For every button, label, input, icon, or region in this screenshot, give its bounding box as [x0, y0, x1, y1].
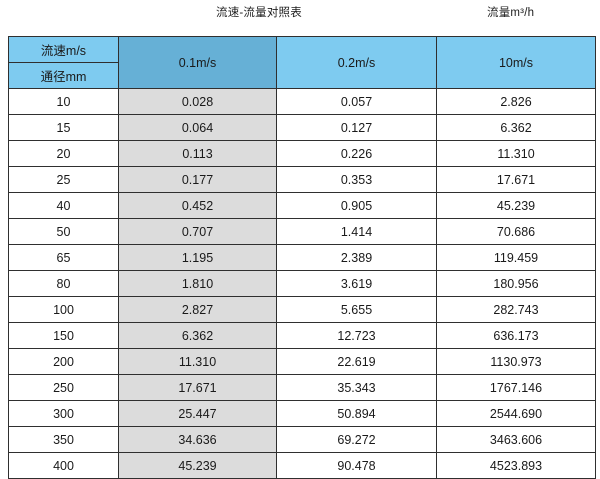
corner-header-velocity: 流速m/s	[8, 36, 119, 63]
cell-nominal-diameter: 250	[8, 374, 119, 401]
cell-flow-0.2ms: 69.272	[276, 426, 437, 453]
cell-flow-0.1ms: 0.113	[118, 140, 277, 167]
table-row: 250 17.671 35.343 1767.146	[8, 374, 596, 401]
cell-nominal-diameter: 65	[8, 244, 119, 271]
cell-flow-0.1ms: 0.064	[118, 114, 277, 141]
column-header-2[interactable]: 10m/s	[436, 36, 596, 89]
cell-flow-10ms: 6.362	[436, 114, 596, 141]
cell-flow-0.1ms: 0.177	[118, 166, 277, 193]
cell-flow-10ms: 1130.973	[436, 348, 596, 375]
cell-flow-10ms: 17.671	[436, 166, 596, 193]
cell-nominal-diameter: 15	[8, 114, 119, 141]
cell-flow-0.2ms: 0.057	[276, 88, 437, 115]
cell-nominal-diameter: 80	[8, 270, 119, 297]
cell-flow-0.1ms: 25.447	[118, 400, 277, 427]
cell-nominal-diameter: 350	[8, 426, 119, 453]
cell-flow-0.2ms: 35.343	[276, 374, 437, 401]
column-header-0[interactable]: 0.1m/s	[118, 36, 277, 89]
cell-flow-0.2ms: 5.655	[276, 296, 437, 323]
cell-flow-0.2ms: 1.414	[276, 218, 437, 245]
cell-nominal-diameter: 200	[8, 348, 119, 375]
cell-flow-0.1ms: 11.310	[118, 348, 277, 375]
table-row: 150 6.362 12.723 636.173	[8, 322, 596, 349]
cell-flow-10ms: 3463.606	[436, 426, 596, 453]
cell-flow-0.1ms: 2.827	[118, 296, 277, 323]
cell-nominal-diameter: 50	[8, 218, 119, 245]
cell-nominal-diameter: 25	[8, 166, 119, 193]
cell-flow-0.2ms: 3.619	[276, 270, 437, 297]
cell-flow-10ms: 45.239	[436, 192, 596, 219]
cell-flow-0.1ms: 0.707	[118, 218, 277, 245]
cell-flow-0.2ms: 0.905	[276, 192, 437, 219]
table-row: 40 0.452 0.905 45.239	[8, 192, 596, 219]
cell-flow-10ms: 180.956	[436, 270, 596, 297]
cell-flow-10ms: 636.173	[436, 322, 596, 349]
table-row: 65 1.195 2.389 119.459	[8, 244, 596, 271]
cell-flow-0.2ms: 0.127	[276, 114, 437, 141]
cell-flow-0.1ms: 17.671	[118, 374, 277, 401]
cell-nominal-diameter: 300	[8, 400, 119, 427]
cell-flow-0.2ms: 2.389	[276, 244, 437, 271]
flow-velocity-table: 流速m/s 0.1m/s 0.2m/s 10m/s 通径mm 10 0.028 0.…	[8, 36, 596, 479]
cell-flow-10ms: 119.459	[436, 244, 596, 271]
cell-flow-0.1ms: 0.028	[118, 88, 277, 115]
cell-flow-10ms: 282.743	[436, 296, 596, 323]
cell-flow-0.2ms: 0.353	[276, 166, 437, 193]
header-row-bottom: 通径mm	[8, 62, 596, 89]
cell-flow-0.2ms: 0.226	[276, 140, 437, 167]
cell-flow-0.2ms: 12.723	[276, 322, 437, 349]
cell-nominal-diameter: 20	[8, 140, 119, 167]
flow-table-container: 流速m/s 0.1m/s 0.2m/s 10m/s 通径mm 10 0.028 0.…	[8, 36, 596, 479]
cell-flow-0.1ms: 6.362	[118, 322, 277, 349]
cell-flow-0.2ms: 22.619	[276, 348, 437, 375]
table-row: 80 1.810 3.619 180.956	[8, 270, 596, 297]
corner-header-diameter: 通径mm	[8, 62, 119, 89]
cell-flow-10ms: 70.686	[436, 218, 596, 245]
cell-nominal-diameter: 10	[8, 88, 119, 115]
cell-flow-10ms: 11.310	[436, 140, 596, 167]
table-row: 20 0.113 0.226 11.310	[8, 140, 596, 167]
cell-flow-0.1ms: 0.452	[118, 192, 277, 219]
caption-bar: 流速-流量对照表 流量m³/h	[0, 0, 600, 32]
table-row: 100 2.827 5.655 282.743	[8, 296, 596, 323]
table-row: 10 0.028 0.057 2.826	[8, 88, 596, 115]
cell-flow-10ms: 1767.146	[436, 374, 596, 401]
cell-nominal-diameter: 100	[8, 296, 119, 323]
cell-flow-10ms: 2544.690	[436, 400, 596, 427]
table-row: 300 25.447 50.894 2544.690	[8, 400, 596, 427]
cell-flow-0.1ms: 34.636	[118, 426, 277, 453]
column-header-1[interactable]: 0.2m/s	[276, 36, 437, 89]
cell-nominal-diameter: 40	[8, 192, 119, 219]
cell-flow-10ms: 2.826	[436, 88, 596, 115]
cell-flow-0.1ms: 1.810	[118, 270, 277, 297]
page-title: 流速-流量对照表	[216, 7, 302, 19]
unit-title: 流量m³/h	[487, 7, 535, 19]
table-row: 50 0.707 1.414 70.686	[8, 218, 596, 245]
cell-flow-0.2ms: 50.894	[276, 400, 437, 427]
cell-nominal-diameter: 150	[8, 322, 119, 349]
table-row: 15 0.064 0.127 6.362	[8, 114, 596, 141]
header-row-top: 流速m/s 0.1m/s 0.2m/s 10m/s	[8, 36, 596, 89]
table-row: 25 0.177 0.353 17.671	[8, 166, 596, 193]
cell-flow-0.1ms: 1.195	[118, 244, 277, 271]
table-row: 200 11.310 22.619 1130.973	[8, 348, 596, 375]
table-row: 350 34.636 69.272 3463.606	[8, 426, 596, 453]
